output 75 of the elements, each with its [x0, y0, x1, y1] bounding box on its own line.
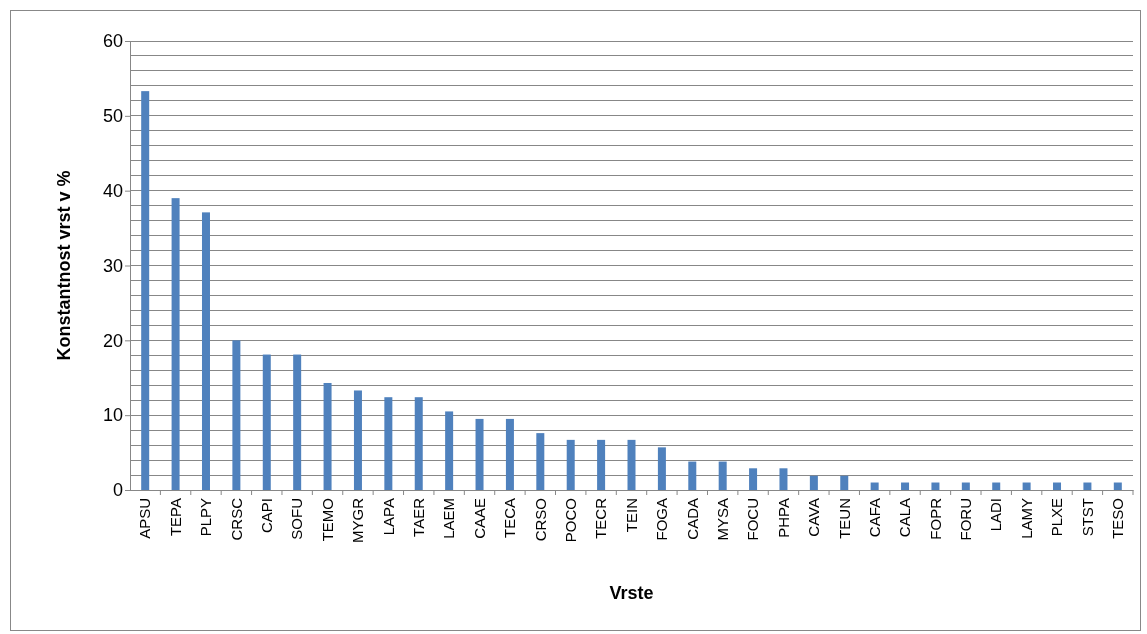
- bar: [232, 340, 241, 490]
- bar: [840, 475, 849, 490]
- bar: [171, 198, 180, 490]
- x-tick-label: CAPI: [258, 498, 276, 534]
- bar: [262, 354, 271, 490]
- x-tick-label: FOPR: [926, 497, 944, 540]
- bar: [931, 482, 940, 490]
- bar: [870, 482, 879, 490]
- x-axis-title: Vrste: [609, 583, 654, 603]
- x-tick-label: CAFA: [865, 498, 883, 538]
- x-tick-label: CRSC: [227, 497, 245, 541]
- bar: [1113, 482, 1122, 490]
- x-tick-label: TECR: [592, 497, 610, 539]
- y-tick-label: 10: [102, 405, 123, 426]
- bar: [536, 433, 545, 490]
- x-tick-label: TECA: [501, 498, 519, 539]
- x-tick-label: TEUN: [835, 498, 853, 539]
- bar: [505, 418, 514, 490]
- bar: [141, 91, 150, 490]
- x-tick-label: TEIN: [622, 498, 640, 533]
- x-tick-label: CAAE: [470, 498, 488, 539]
- y-tick-label: 60: [102, 31, 123, 52]
- bar: [1083, 482, 1092, 490]
- y-tick-label: 50: [102, 106, 123, 127]
- y-axis-title: Konstantnost vrst v %: [54, 170, 74, 361]
- bar: [809, 475, 818, 490]
- bar: [1053, 482, 1062, 490]
- bar: [323, 382, 332, 490]
- bar: [657, 447, 666, 490]
- bar: [384, 397, 393, 490]
- bar: [961, 482, 970, 490]
- x-tick-label: TEPA: [166, 498, 184, 537]
- x-tick-label: PHPA: [774, 498, 792, 538]
- x-tick-label: PLPY: [197, 498, 215, 537]
- x-tick-label: FOCU: [744, 498, 762, 541]
- x-tick-label: MYSA: [713, 498, 731, 541]
- y-tick-label: 30: [102, 255, 123, 276]
- bar: [627, 439, 636, 490]
- x-tick-label: CRSO: [531, 498, 549, 542]
- x-tick-label: PLXE: [1048, 498, 1066, 537]
- bar: [566, 439, 575, 490]
- bar: [445, 411, 454, 490]
- bar: [688, 461, 697, 490]
- bar: [201, 212, 210, 490]
- x-tick-label: CADA: [683, 498, 701, 540]
- bar: [353, 390, 362, 490]
- x-tick-label: CAVA: [805, 498, 823, 537]
- y-tick-label: 0: [112, 480, 123, 501]
- bar: [901, 482, 910, 490]
- x-tick-label: LAMY: [1017, 498, 1035, 539]
- bar: [414, 397, 423, 490]
- x-tick-label: LAPA: [379, 498, 397, 536]
- bar: [749, 468, 758, 490]
- x-tick-label: LAEM: [440, 498, 458, 539]
- y-tick-label: 20: [102, 330, 123, 351]
- x-tick-label: CALA: [896, 498, 914, 538]
- x-tick-label: MYGR: [349, 497, 367, 543]
- bar: [475, 418, 484, 490]
- x-tick-label: LADI: [987, 498, 1005, 532]
- bar: [779, 468, 788, 490]
- bar: [718, 461, 727, 490]
- x-tick-label: FOGA: [653, 498, 671, 541]
- x-tick-label: FORU: [957, 498, 975, 541]
- y-tick-label: 40: [102, 180, 123, 201]
- x-tick-label: TESO: [1109, 498, 1127, 539]
- x-tick-label: TEMO: [318, 498, 336, 542]
- x-tick-label: TAER: [409, 497, 427, 537]
- bar: [597, 439, 606, 490]
- bar: [992, 482, 1001, 490]
- x-tick-label: APSU: [136, 498, 154, 539]
- bar: [1022, 482, 1031, 490]
- x-tick-label: POCO: [561, 498, 579, 543]
- x-tick-label: SOFU: [288, 498, 306, 540]
- bar: [293, 354, 302, 490]
- x-tick-label: STST: [1078, 498, 1096, 537]
